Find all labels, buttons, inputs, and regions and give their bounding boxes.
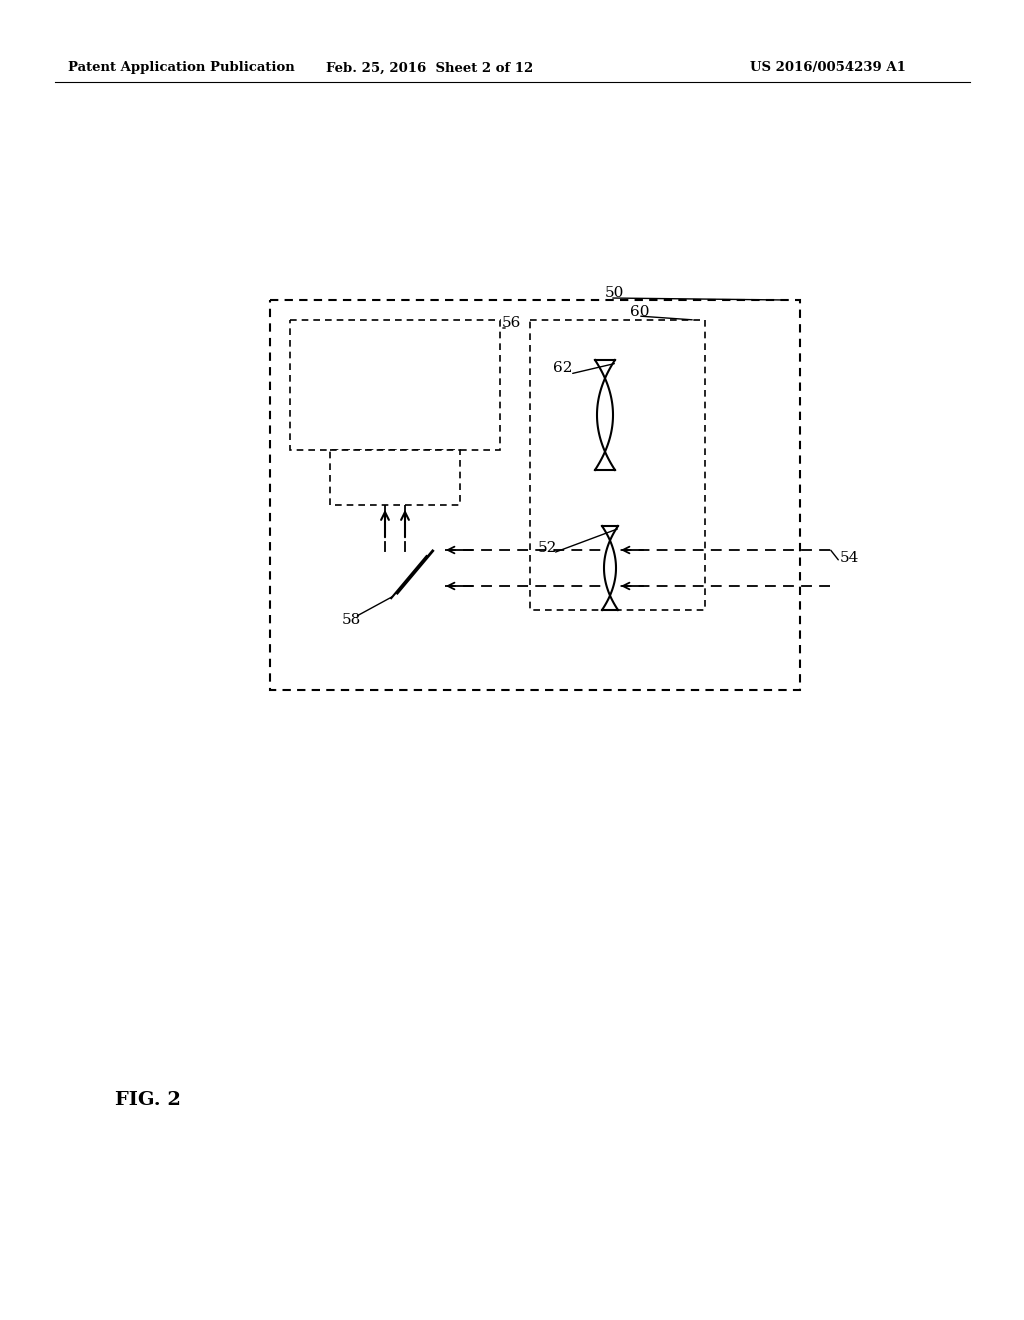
Text: 58: 58 [342, 612, 361, 627]
Bar [530, 319, 705, 610]
Bar [330, 450, 460, 506]
Text: 60: 60 [630, 305, 649, 319]
Text: 54: 54 [840, 550, 859, 565]
Text: Feb. 25, 2016  Sheet 2 of 12: Feb. 25, 2016 Sheet 2 of 12 [327, 62, 534, 74]
Text: 50: 50 [605, 286, 625, 300]
Text: 52: 52 [538, 541, 557, 554]
Text: US 2016/0054239 A1: US 2016/0054239 A1 [750, 62, 906, 74]
Text: FIG. 2: FIG. 2 [115, 1092, 181, 1109]
Bar [290, 319, 500, 450]
Text: 62: 62 [553, 360, 572, 375]
Text: 56: 56 [502, 315, 521, 330]
FancyBboxPatch shape [270, 300, 800, 690]
Text: Patent Application Publication: Patent Application Publication [68, 62, 295, 74]
